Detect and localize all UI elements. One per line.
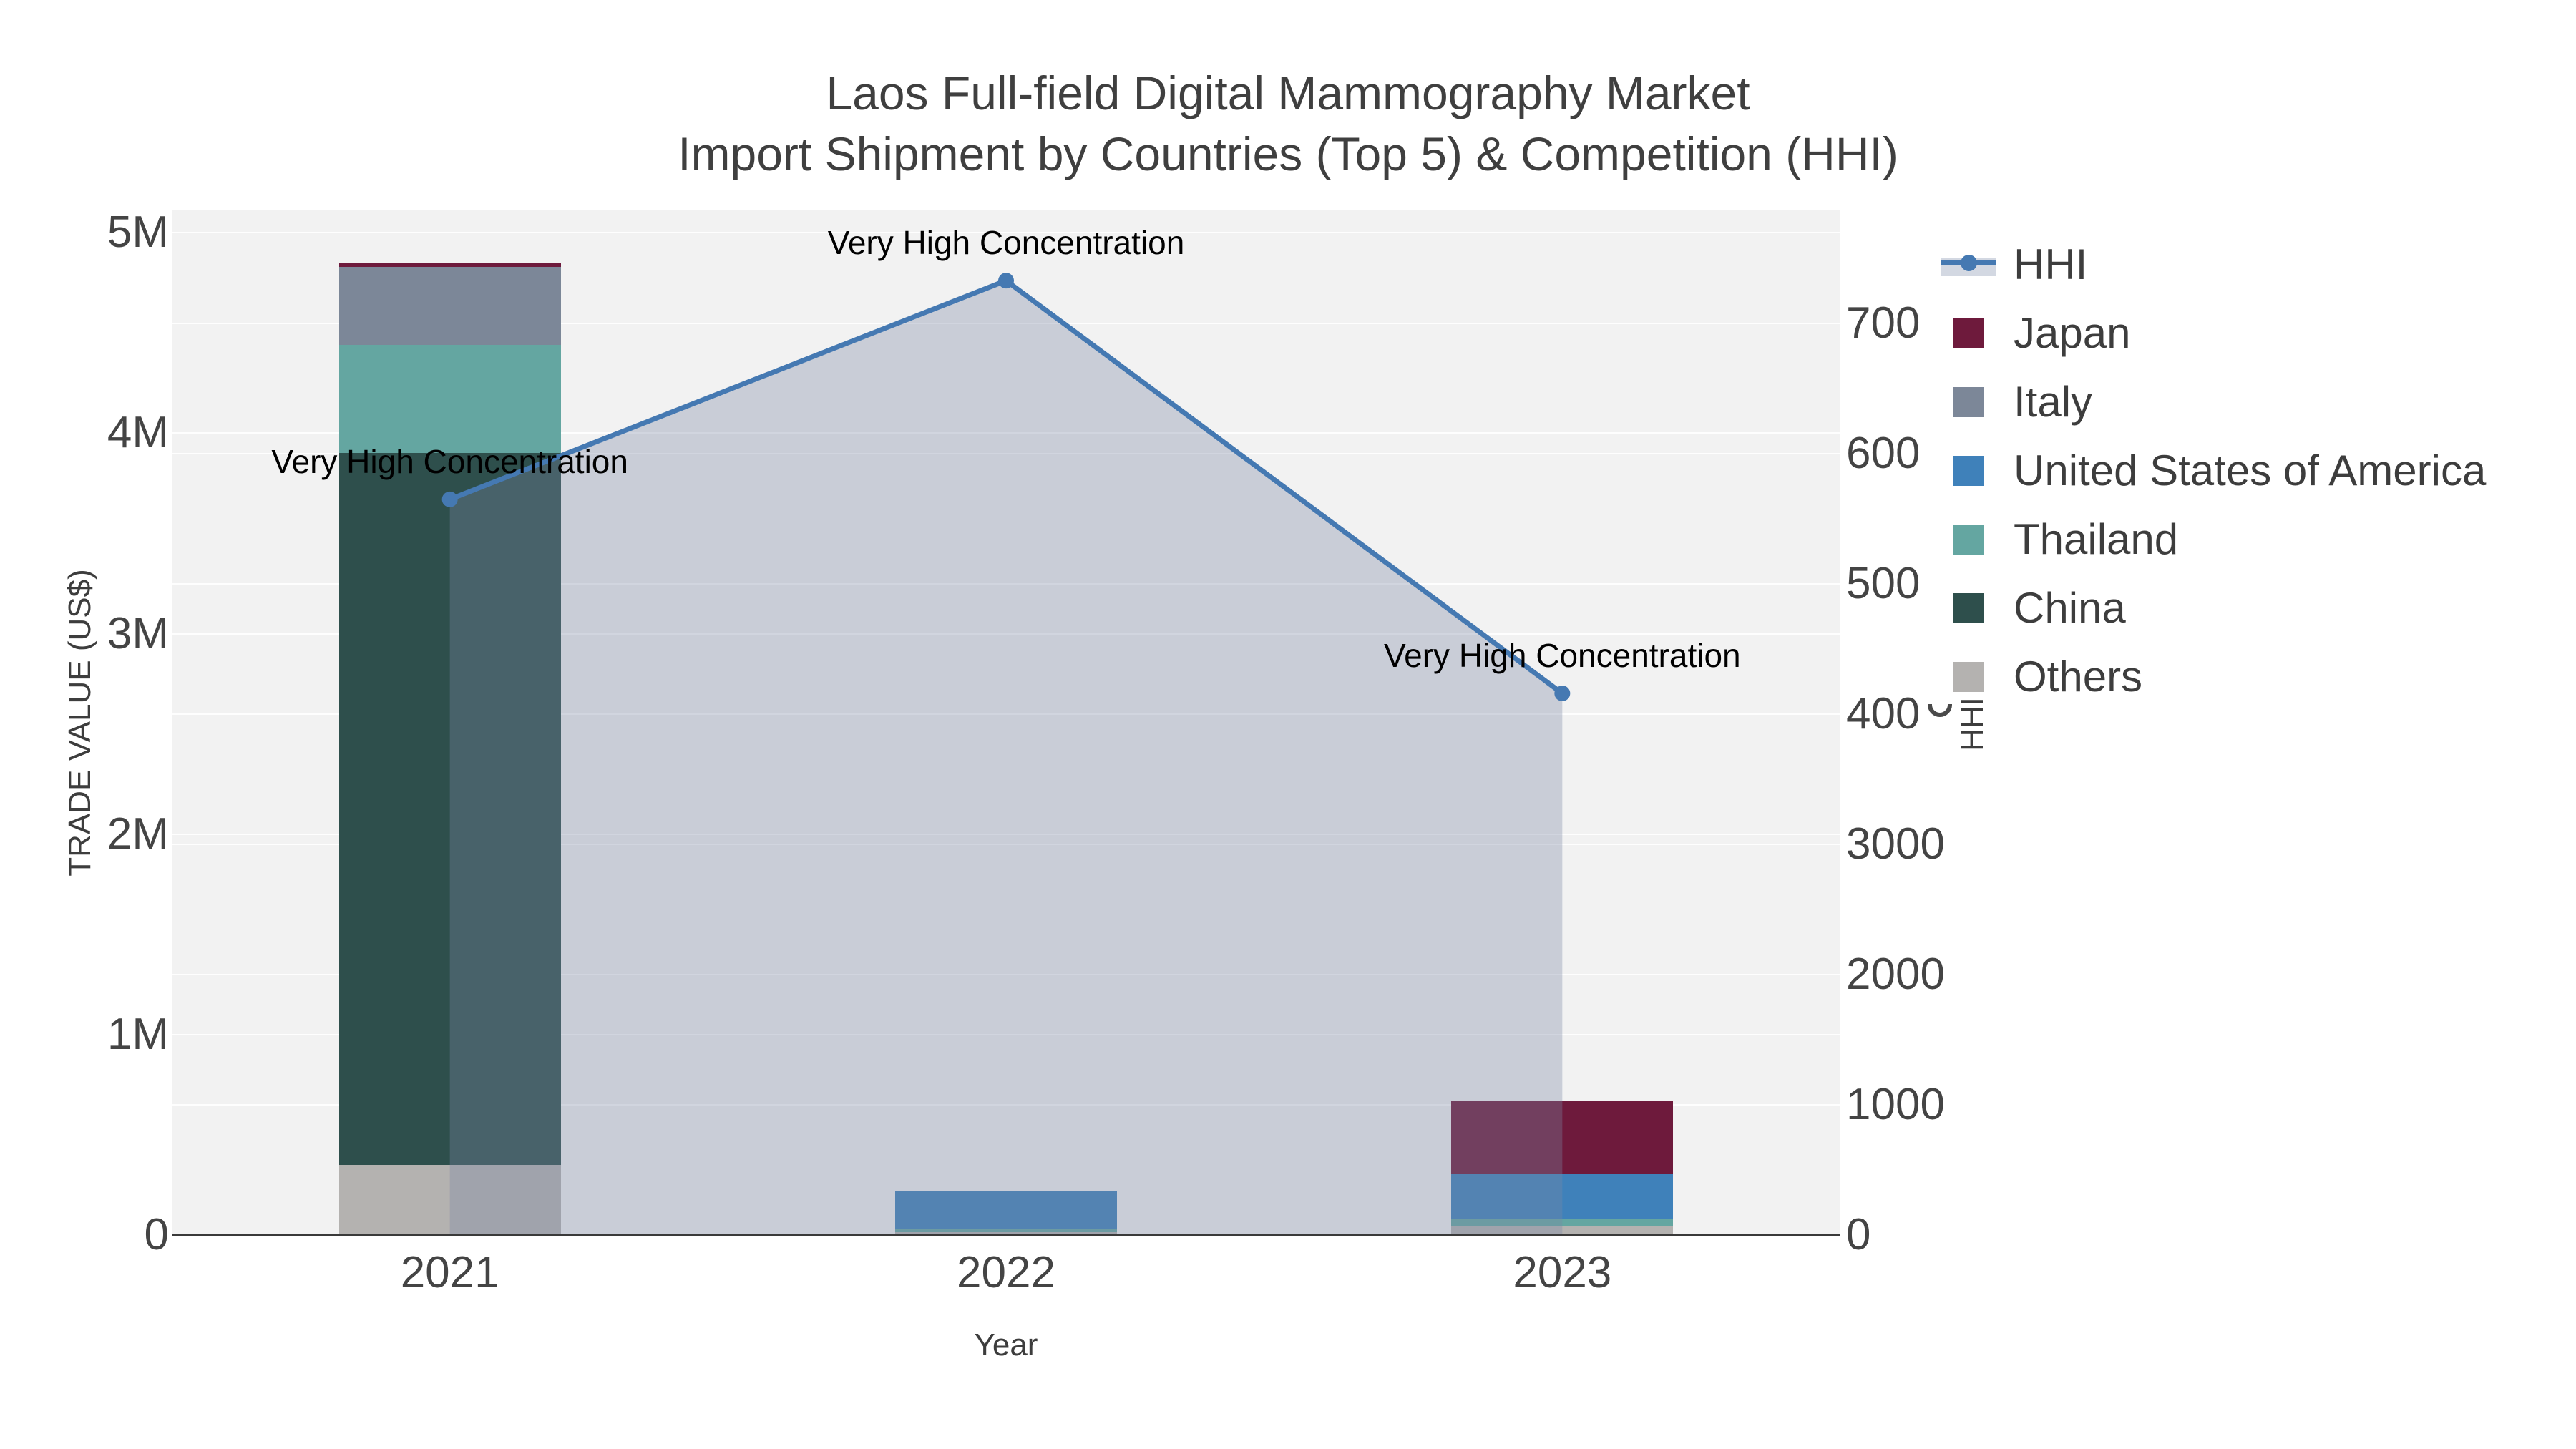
bar-segment-united-states-of-america-2023 <box>1451 1173 1674 1219</box>
legend-swatch-japan <box>1953 318 1984 348</box>
x-tick-2023: 2023 <box>1513 1248 1612 1297</box>
legend-label: Italy <box>2014 378 2093 426</box>
y-left-tick-0: 0 <box>144 1210 169 1259</box>
y-left-tick-3M: 3M <box>107 608 169 658</box>
gridline <box>172 713 1840 716</box>
hhi-marker-2021 <box>441 491 458 507</box>
x-tick-2021: 2021 <box>400 1248 499 1297</box>
hhi-line-layer <box>441 273 1571 1235</box>
bar-segment-thailand-2023 <box>1451 1219 1674 1226</box>
y-right-tick-2000: 2000 <box>1846 950 1945 1000</box>
gridline <box>172 1033 1840 1035</box>
legend-label: HHI <box>2014 240 2088 288</box>
legend-swatch-others <box>1953 662 1984 692</box>
axis-artifact-glyph <box>1928 704 1952 717</box>
bar-segment-japan-2023 <box>1451 1101 1674 1174</box>
bar-segment-others-2023 <box>1451 1226 1674 1235</box>
hhi-marker-2023 <box>1554 686 1571 702</box>
legend-label: Thailand <box>2014 515 2179 563</box>
bar-segment-italy-2021 <box>338 266 561 346</box>
bar-segment-thailand-2022 <box>895 1229 1117 1232</box>
hhi-line-legend-icon <box>1941 253 1996 276</box>
annotation-2021: Very High Concentration <box>271 442 628 480</box>
y-left-tick-4M: 4M <box>107 408 169 458</box>
gridline <box>172 844 1840 846</box>
bar-segment-others-2022 <box>895 1231 1117 1235</box>
gridline <box>172 323 1840 325</box>
legend: HHI Japan Italy United States of America Tha… <box>1941 230 2486 711</box>
legend-swatch-united-states-of-america <box>1953 456 1984 486</box>
legend-item-united-states-of-america[interactable]: United States of America <box>1941 436 2486 505</box>
bar-segment-united-states-of-america-2022 <box>895 1191 1117 1229</box>
y-right-tick-0: 0 <box>1846 1210 1871 1259</box>
legend-swatch-thailand <box>1953 525 1984 555</box>
legend-item-china[interactable]: China <box>1941 574 2486 643</box>
legend-label: United States of America <box>2014 447 2487 494</box>
x-axis-line <box>172 1234 1840 1236</box>
legend-item-hhi[interactable]: HHI <box>1941 230 2486 299</box>
bar-segment-others-2021 <box>338 1164 561 1235</box>
legend-label: Japan <box>2014 309 2131 357</box>
legend-label: Others <box>2014 653 2143 701</box>
legend-label: China <box>2014 584 2126 632</box>
hhi-marker-icon <box>1961 255 1977 271</box>
y-right-tick-400: 400 <box>1846 689 1921 739</box>
y-left-tick-5M: 5M <box>107 208 169 258</box>
gridline <box>172 1104 1840 1106</box>
gridline <box>172 833 1840 835</box>
legend-item-italy[interactable]: Italy <box>1941 368 2486 436</box>
x-tick-2022: 2022 <box>957 1248 1055 1297</box>
y-right-tick-500: 500 <box>1846 559 1921 609</box>
y-left-tick-2M: 2M <box>107 809 169 859</box>
gridline <box>172 432 1840 434</box>
annotation-2023: Very High Concentration <box>1384 637 1741 674</box>
legend-item-others[interactable]: Others <box>1941 643 2486 711</box>
bar-segment-japan-2021 <box>338 263 561 267</box>
legend-swatch-china <box>1953 593 1984 623</box>
gridline <box>172 633 1840 635</box>
hhi-area-fill <box>449 280 1563 1235</box>
gridline <box>172 232 1840 234</box>
gridline <box>172 453 1840 455</box>
bar-segment-china-2021 <box>338 453 561 1165</box>
y-right-tick-600: 600 <box>1846 429 1921 479</box>
bar-segment-thailand-2021 <box>338 345 561 454</box>
legend-swatch-italy <box>1953 387 1984 417</box>
legend-item-thailand[interactable]: Thailand <box>1941 505 2486 574</box>
x-axis-title: Year <box>974 1327 1038 1362</box>
gridline <box>172 974 1840 976</box>
legend-item-japan[interactable]: Japan <box>1941 299 2486 368</box>
y-right-tick-1000: 1000 <box>1846 1080 1945 1130</box>
gridline <box>172 583 1840 585</box>
chart-title-line1: Laos Full-field Digital Mammography Mark… <box>826 67 1750 119</box>
y-left-tick-1M: 1M <box>107 1009 169 1059</box>
y-right-tick-3000: 3000 <box>1846 819 1945 869</box>
plot-area: Very High Concentration Very High Concent… <box>172 210 1840 1236</box>
hhi-marker-2022 <box>998 273 1014 289</box>
y-right-tick-700: 700 <box>1846 298 1921 348</box>
annotation-2022: Very High Concentration <box>827 224 1185 262</box>
chart-title-line2: Import Shipment by Countries (Top 5) & C… <box>678 127 1898 180</box>
